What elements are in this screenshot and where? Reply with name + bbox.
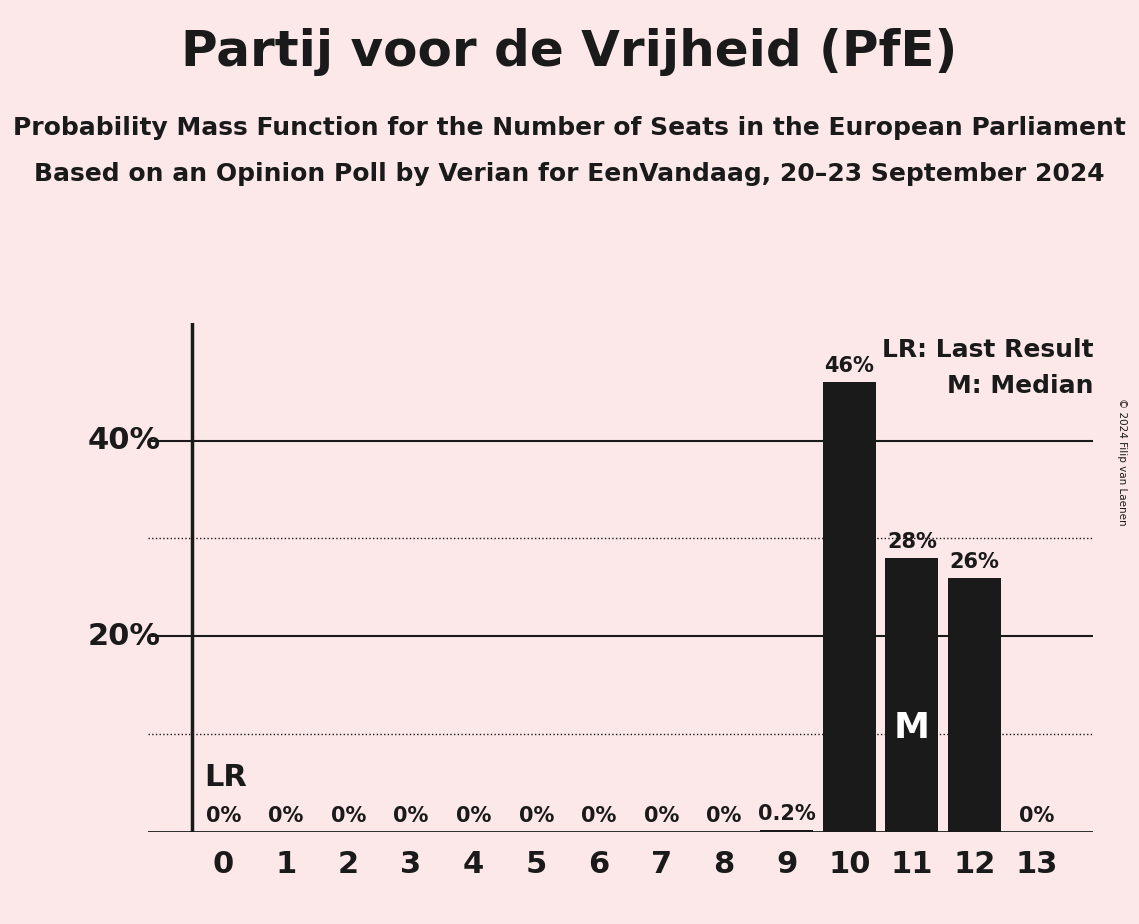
Text: 0%: 0% — [581, 806, 616, 826]
Text: 40%: 40% — [88, 426, 161, 456]
Text: Based on an Opinion Poll by Verian for EenVandaag, 20–23 September 2024: Based on an Opinion Poll by Verian for E… — [34, 162, 1105, 186]
Text: LR: LR — [204, 763, 247, 793]
Text: Probability Mass Function for the Number of Seats in the European Parliament: Probability Mass Function for the Number… — [13, 116, 1126, 140]
Text: M: Median: M: Median — [947, 374, 1093, 398]
Text: 0%: 0% — [456, 806, 491, 826]
Text: 0%: 0% — [330, 806, 366, 826]
Text: 0%: 0% — [518, 806, 554, 826]
Text: 0%: 0% — [268, 806, 303, 826]
Text: 28%: 28% — [887, 532, 936, 553]
Text: 0%: 0% — [644, 806, 679, 826]
Text: 0%: 0% — [706, 806, 741, 826]
Text: 20%: 20% — [88, 622, 161, 650]
Text: Partij voor de Vrijheid (PfE): Partij voor de Vrijheid (PfE) — [181, 28, 958, 76]
Bar — [948, 578, 1001, 832]
Bar — [885, 558, 939, 832]
Text: 0.2%: 0.2% — [757, 804, 816, 824]
Text: © 2024 Filip van Laenen: © 2024 Filip van Laenen — [1117, 398, 1126, 526]
Text: 46%: 46% — [825, 356, 875, 376]
Text: M: M — [894, 711, 929, 745]
Text: 26%: 26% — [950, 552, 999, 572]
Bar — [822, 382, 876, 832]
Text: 0%: 0% — [1019, 806, 1055, 826]
Text: 0%: 0% — [205, 806, 240, 826]
Text: 0%: 0% — [393, 806, 428, 826]
Bar — [760, 830, 813, 832]
Text: LR: Last Result: LR: Last Result — [882, 338, 1093, 362]
